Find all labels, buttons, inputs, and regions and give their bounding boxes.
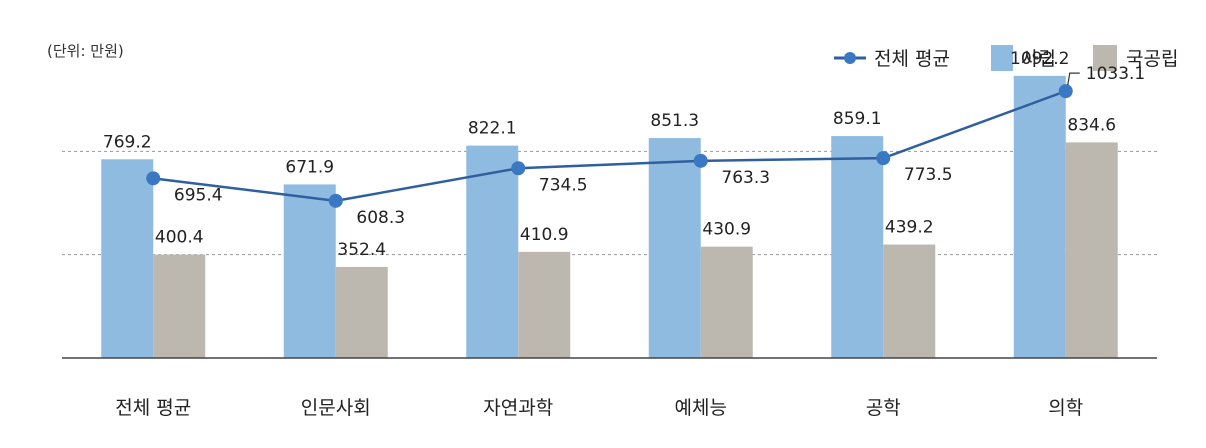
- legend-avg-marker: [844, 52, 856, 64]
- label-public-3: 430.9: [702, 220, 751, 240]
- label-public-1: 352.4: [337, 240, 386, 260]
- label-avg-4: 773.5: [904, 165, 953, 185]
- avg-point-3: [693, 153, 708, 168]
- category-label-1: 인문사회: [301, 397, 371, 419]
- bar-public-0: [153, 254, 206, 358]
- category-label-2: 자연과학: [483, 397, 553, 419]
- bar-private-4: [831, 136, 884, 358]
- bar-private-1: [283, 184, 336, 358]
- avg-leader-5: [1067, 72, 1080, 86]
- bar-public-3: [700, 246, 753, 358]
- label-avg-2: 734.5: [539, 175, 588, 195]
- avg-point-1: [328, 193, 343, 208]
- category-label-0: 전체 평균: [115, 397, 191, 419]
- legend-public-swatch: [1093, 45, 1117, 71]
- legend-avg-label: 전체 평균: [874, 48, 950, 70]
- legend-private-swatch: [991, 45, 1013, 71]
- bar-private-5: [1013, 75, 1066, 359]
- bar-public-2: [518, 251, 571, 358]
- label-avg-5: 1033.1: [1086, 64, 1145, 84]
- label-avg-3: 763.3: [721, 168, 770, 188]
- legend-public-label: 국공립: [1126, 48, 1178, 70]
- category-label-3: 예체능: [675, 397, 727, 419]
- category-label-4: 공학: [866, 397, 901, 419]
- legend: 전체 평균 사립 국공립: [834, 45, 1178, 71]
- label-private-2: 822.1: [468, 119, 517, 139]
- avg-line: [153, 89, 1067, 203]
- label-private-5: 1092.2: [1010, 49, 1069, 69]
- value-labels: 769.2 400.4 671.9 352.4 822.1 410.9 851.3 430.9…: [103, 49, 1145, 260]
- bar-public-1: [335, 266, 388, 358]
- bar-private-2: [466, 145, 519, 358]
- bars: [101, 75, 1118, 359]
- label-public-2: 410.9: [520, 225, 569, 245]
- avg-point-5: [1058, 84, 1073, 99]
- bar-public-5: [1065, 142, 1118, 358]
- bar-public-4: [883, 244, 936, 358]
- label-public-5: 834.6: [1067, 115, 1116, 135]
- bar-private-3: [648, 138, 701, 358]
- average-line-series: [146, 84, 1073, 208]
- category-label-5: 의학: [1048, 397, 1083, 419]
- category-labels: 전체 평균 인문사회 자연과학 예체능 공학 의학: [115, 397, 1083, 419]
- label-public-4: 439.2: [885, 218, 934, 238]
- label-private-3: 851.3: [650, 111, 699, 131]
- avg-point-2: [511, 161, 526, 176]
- label-private-1: 671.9: [285, 157, 334, 177]
- label-private-0: 769.2: [103, 132, 152, 152]
- label-avg-0: 695.4: [174, 185, 223, 205]
- unit-label: (단위: 만원): [47, 42, 124, 60]
- bar-private-0: [101, 159, 154, 358]
- gridlines: [62, 150, 1157, 256]
- label-private-4: 859.1: [833, 109, 882, 129]
- legend-private-label: 사립: [1021, 48, 1056, 70]
- avg-point-4: [876, 151, 891, 166]
- label-public-0: 400.4: [155, 228, 204, 248]
- avg-point-0: [146, 171, 161, 186]
- label-avg-1: 608.3: [356, 208, 405, 228]
